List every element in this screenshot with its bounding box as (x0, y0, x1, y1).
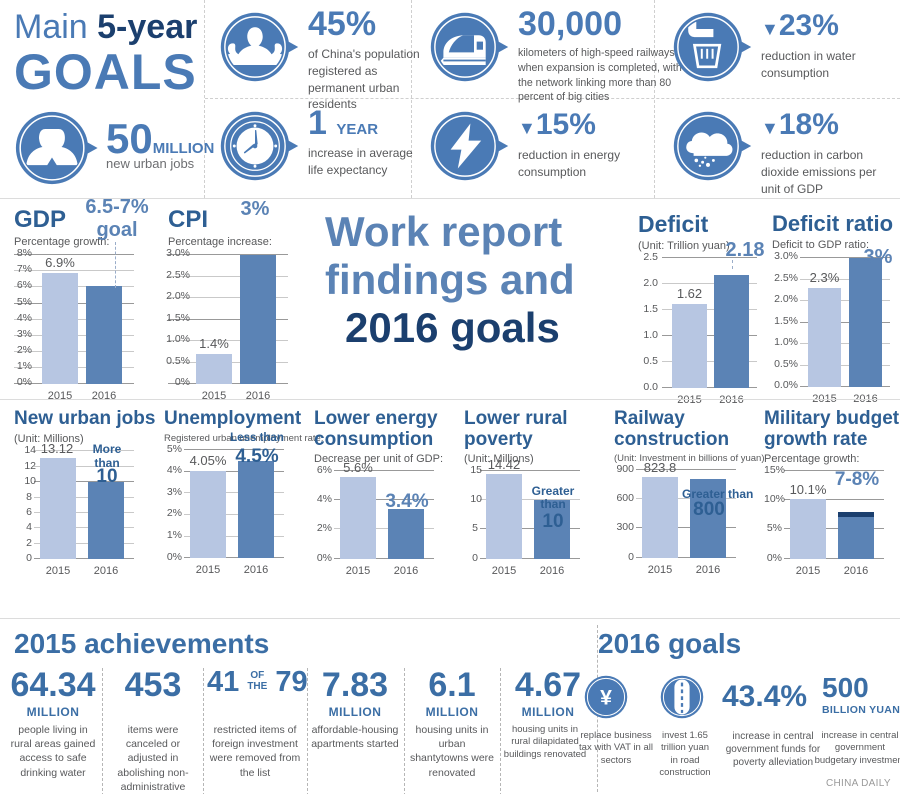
svg-text:¥: ¥ (600, 686, 612, 710)
